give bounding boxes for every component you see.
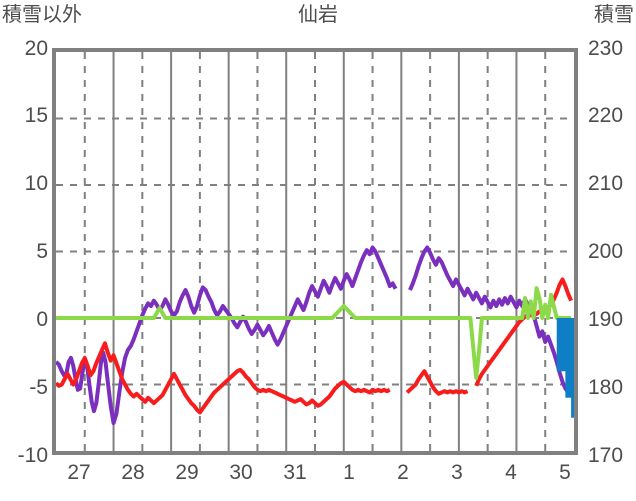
y-tick-left-5: 5 [36, 240, 48, 263]
x-tick-2: 2 [397, 461, 409, 484]
y-tick-right-220: 220 [588, 104, 624, 127]
x-tick-27: 27 [67, 461, 91, 484]
x-tick-30: 30 [229, 461, 253, 484]
series-green-line [56, 286, 572, 380]
plot-inner [56, 52, 574, 451]
left-axis-title: 積雪以外 [2, 4, 82, 26]
grid-lines [56, 52, 574, 451]
y-tick-right-190: 190 [588, 308, 624, 331]
x-tick-29: 29 [175, 461, 199, 484]
x-tick-3: 3 [451, 461, 463, 484]
y-tick-left-0: 0 [36, 308, 48, 331]
chart-canvas [56, 52, 574, 451]
right-axis-title: 積雪 [594, 4, 634, 26]
data-series [56, 245, 574, 426]
y-tick-right-180: 180 [588, 376, 624, 399]
chart-title: 仙岩 [298, 4, 338, 26]
y-tick-right-170: 170 [588, 444, 624, 467]
x-tick-1: 1 [343, 461, 355, 484]
y-tick-left-20: 20 [24, 37, 48, 60]
y-tick-left-m10: -10 [17, 444, 48, 467]
y-tick-right-210: 210 [588, 172, 624, 195]
y-tick-left-m5: -5 [29, 376, 48, 399]
series-purple-line [56, 245, 573, 426]
y-tick-right-200: 200 [588, 240, 624, 263]
y-tick-left-10: 10 [24, 172, 48, 195]
y-tick-right-230: 230 [588, 37, 624, 60]
plot-area [52, 48, 578, 455]
x-tick-5: 5 [559, 461, 571, 484]
x-tick-28: 28 [121, 461, 145, 484]
x-tick-31: 31 [283, 461, 307, 484]
series-blue-snow-depth-area [545, 318, 574, 418]
y-tick-left-15: 15 [24, 104, 48, 127]
x-tick-4: 4 [505, 461, 517, 484]
